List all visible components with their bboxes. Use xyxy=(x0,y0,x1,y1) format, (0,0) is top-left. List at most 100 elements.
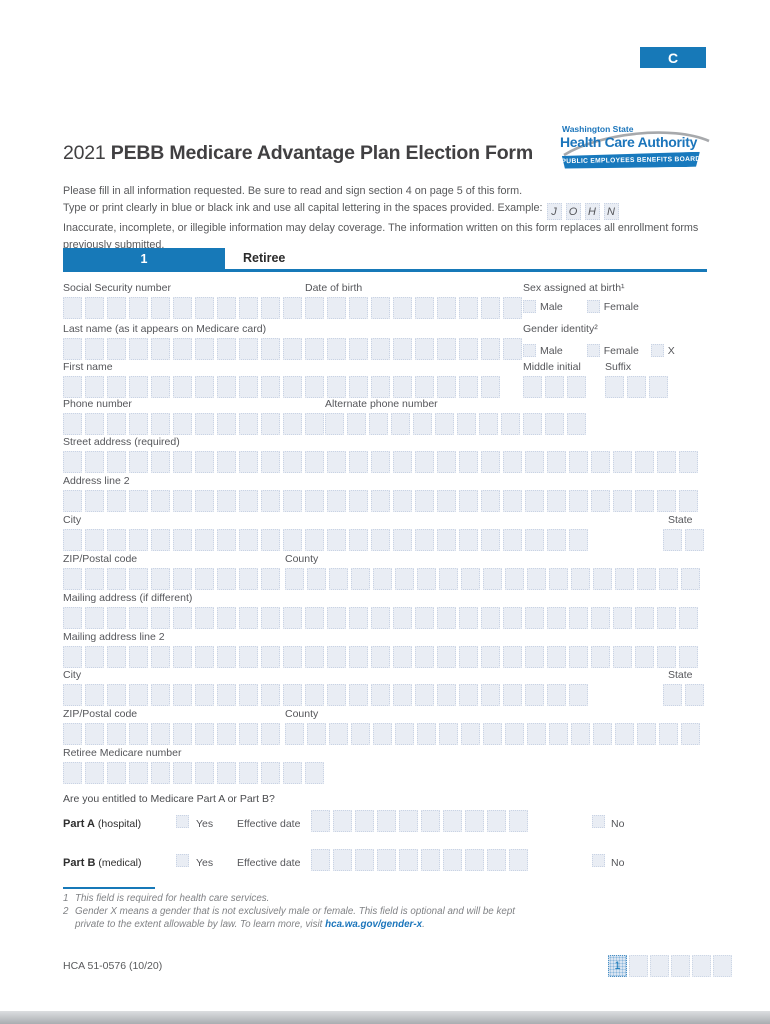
field-dob: Date of birth xyxy=(305,282,522,319)
gender-x-link[interactable]: hca.wa.gov/gender-x xyxy=(325,919,423,930)
field-last-name: Last name (as it appears on Medicare car… xyxy=(63,323,522,360)
zip-input[interactable] xyxy=(63,568,280,590)
footnote-1-text: This field is required for health care s… xyxy=(75,893,270,904)
mailing-state-input[interactable] xyxy=(663,684,704,706)
mailing-county-input[interactable] xyxy=(285,723,700,745)
footnote-2-text: Gender X means a gender that is not excl… xyxy=(75,905,545,931)
field-suffix: Suffix xyxy=(605,361,668,398)
field-phone: Phone number xyxy=(63,398,324,435)
field-middle-initial: Middle initial xyxy=(523,361,586,398)
state-input[interactable] xyxy=(663,529,704,551)
title-text: PEBB Medicare Advantage Plan Election Fo… xyxy=(105,142,533,164)
part-b-bold: Part B xyxy=(63,857,96,869)
street-address-label: Street address (required) xyxy=(63,436,180,448)
swoosh-icon xyxy=(563,131,710,157)
field-ssn: Social Security number xyxy=(63,282,302,319)
mailing-state-label: State xyxy=(668,669,693,681)
field-mailing-state: State xyxy=(663,669,704,706)
title-year: 2021 xyxy=(63,142,106,164)
mailing-city-input[interactable] xyxy=(63,684,588,706)
c-tab-label: C xyxy=(667,49,679,66)
gender-x-checkbox[interactable] xyxy=(650,344,664,357)
part-b-no-label: No xyxy=(611,857,625,869)
part-a-name: Part A (hospital) xyxy=(63,818,141,830)
sex-label: Sex assigned at birth¹ xyxy=(523,282,625,294)
part-a-effective-date-input[interactable] xyxy=(311,810,528,832)
field-mailing-city: City xyxy=(63,669,588,706)
medicare-number-input[interactable] xyxy=(63,762,324,784)
mailing-zip-label: ZIP/Postal code xyxy=(63,708,138,720)
first-name-input[interactable] xyxy=(63,376,500,398)
alt-phone-label: Alternate phone number xyxy=(325,398,438,410)
street-address-input[interactable] xyxy=(63,451,698,473)
phone-input[interactable] xyxy=(63,413,324,435)
ssn-input[interactable] xyxy=(63,297,302,319)
gender-label: Gender identity² xyxy=(523,323,598,335)
county-input[interactable] xyxy=(285,568,700,590)
hca-logo: Washington State Health Care Authority P… xyxy=(560,124,710,184)
part-a-no-label: No xyxy=(611,818,625,830)
field-mailing-zip: ZIP/Postal code xyxy=(63,708,280,745)
part-a-bold: Part A xyxy=(63,818,95,830)
dob-input[interactable] xyxy=(305,297,522,319)
mailing-line-2-input[interactable] xyxy=(63,646,698,668)
mailing-line-2-label: Mailing address line 2 xyxy=(63,631,165,643)
field-street-address: Street address (required) xyxy=(63,436,698,473)
field-gender-identity: Gender identity² Male Female X xyxy=(523,323,699,357)
medicare-entitlement-question: Are you entitled to Medicare Part A or P… xyxy=(63,793,275,805)
sex-male-label: Male xyxy=(540,300,563,313)
mailing-address-label: Mailing address (if different) xyxy=(63,592,193,604)
field-mailing-address: Mailing address (if different) xyxy=(63,592,698,629)
middle-initial-input[interactable] xyxy=(523,376,586,398)
address-line-2-input[interactable] xyxy=(63,490,698,512)
footnote-1-number: 1 xyxy=(63,893,69,904)
gender-male-checkbox[interactable] xyxy=(523,344,536,357)
city-label: City xyxy=(63,514,82,526)
medicare-number-label: Retiree Medicare number xyxy=(63,747,182,759)
intro-line-1: Please fill in all information requested… xyxy=(63,185,523,197)
gender-female-label: Female xyxy=(603,344,639,357)
logo-agency-text: Health Care Authority xyxy=(560,134,698,150)
part-a-qualifier: (hospital) xyxy=(95,818,142,830)
part-a-yes-label: Yes xyxy=(196,818,214,830)
gender-female-checkbox[interactable] xyxy=(586,344,600,357)
phone-label: Phone number xyxy=(63,398,132,410)
part-b-effective-date-input[interactable] xyxy=(311,849,528,871)
section-1-header: 1 Retiree xyxy=(63,248,707,272)
footnote-2-before: Gender X means a gender that is not excl… xyxy=(75,906,515,930)
footnote-2-number: 2 xyxy=(63,906,69,917)
ssn-label: Social Security number xyxy=(63,282,171,294)
suffix-input[interactable] xyxy=(605,376,668,398)
alt-phone-input[interactable] xyxy=(325,413,586,435)
part-b-no-checkbox[interactable] xyxy=(592,854,605,867)
last-name-input[interactable] xyxy=(63,338,522,360)
part-a-yes-checkbox[interactable] xyxy=(176,815,189,828)
field-mailing-line-2: Mailing address line 2 xyxy=(63,631,698,668)
window-edge xyxy=(0,1011,770,1024)
section-number-badge: 1 xyxy=(63,248,225,269)
part-a-effective-label: Effective date xyxy=(237,818,301,830)
logo-state-text: Washington State xyxy=(562,124,634,134)
part-b-yes-checkbox[interactable] xyxy=(176,854,189,867)
sex-male-checkbox[interactable] xyxy=(523,300,536,313)
state-label: State xyxy=(668,514,693,526)
field-alt-phone: Alternate phone number xyxy=(325,398,586,435)
intro-line-2: Type or print clearly in blue or black i… xyxy=(63,200,718,221)
field-address-line-2: Address line 2 xyxy=(63,475,698,512)
part-b-qualifier: (medical) xyxy=(95,857,142,869)
mailing-address-input[interactable] xyxy=(63,607,698,629)
suffix-label: Suffix xyxy=(605,361,632,373)
gender-x-label: X xyxy=(667,344,675,357)
intro-text: Please fill in all information requested… xyxy=(63,183,718,253)
part-b-yes-label: Yes xyxy=(196,857,214,869)
footnote-1: 1 This field is required for health care… xyxy=(63,892,545,905)
part-a-no-checkbox[interactable] xyxy=(592,815,605,828)
field-county: County xyxy=(285,553,700,590)
sex-female-label: Female xyxy=(603,300,639,313)
section-underline xyxy=(63,269,707,272)
mailing-zip-input[interactable] xyxy=(63,723,280,745)
city-input[interactable] xyxy=(63,529,588,551)
middle-initial-label: Middle initial xyxy=(523,361,581,373)
sex-female-checkbox[interactable] xyxy=(586,300,600,313)
